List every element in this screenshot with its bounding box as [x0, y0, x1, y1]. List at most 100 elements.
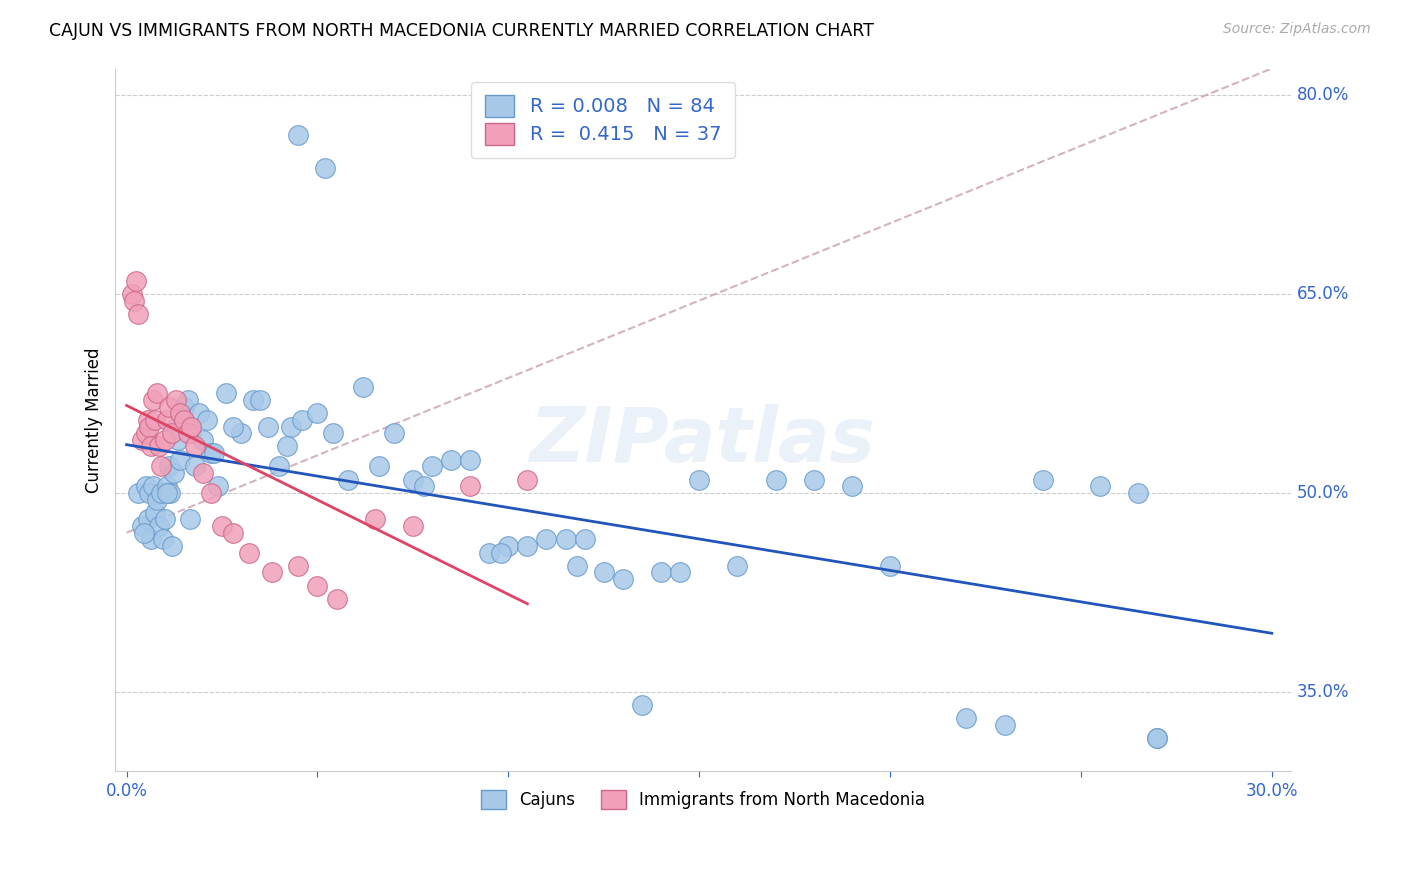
Point: [173, 400, 195, 414]
Point: [256, 419, 278, 434]
Point: [169, 406, 191, 420]
Point: [143, 506, 166, 520]
Point: [191, 466, 214, 480]
Point: [322, 426, 344, 441]
Point: [162, 539, 184, 553]
Point: [229, 426, 252, 441]
Point: [157, 459, 180, 474]
Point: [188, 406, 211, 420]
Point: [222, 525, 245, 540]
Point: [180, 426, 202, 441]
Point: [153, 512, 176, 526]
Point: [207, 479, 229, 493]
Point: [688, 473, 710, 487]
Point: [269, 459, 291, 474]
Point: [215, 386, 238, 401]
Point: [307, 579, 329, 593]
Point: [516, 539, 538, 553]
Point: [260, 566, 283, 580]
Point: [565, 558, 588, 573]
Point: [352, 380, 374, 394]
Point: [136, 512, 159, 526]
Text: CAJUN VS IMMIGRANTS FROM NORTH MACEDONIA CURRENTLY MARRIED CORRELATION CHART: CAJUN VS IMMIGRANTS FROM NORTH MACEDONIA…: [49, 22, 875, 40]
Point: [314, 161, 336, 175]
Point: [165, 392, 187, 407]
Point: [841, 479, 863, 493]
Point: [211, 519, 233, 533]
Point: [325, 592, 347, 607]
Point: [287, 558, 309, 573]
Point: [163, 466, 186, 480]
Point: [121, 287, 143, 301]
Point: [156, 479, 179, 493]
Point: [191, 433, 214, 447]
Point: [440, 452, 463, 467]
Point: [176, 426, 198, 441]
Point: [165, 419, 187, 434]
Point: [765, 473, 787, 487]
Point: [536, 533, 558, 547]
Point: [413, 479, 436, 493]
Point: [382, 426, 405, 441]
Point: [135, 426, 157, 441]
Point: [146, 492, 169, 507]
Point: [337, 473, 360, 487]
Point: [238, 545, 260, 559]
Point: [157, 400, 180, 414]
Point: [125, 274, 148, 288]
Point: [179, 512, 201, 526]
Point: [156, 486, 179, 500]
Point: [141, 533, 163, 547]
Point: [287, 128, 309, 142]
Point: [1088, 479, 1111, 493]
Point: [420, 459, 443, 474]
Point: [184, 459, 207, 474]
Point: [669, 566, 692, 580]
Point: [202, 446, 225, 460]
Point: [498, 539, 520, 553]
Point: [135, 479, 157, 493]
Point: [122, 293, 145, 308]
Point: [153, 433, 176, 447]
Point: [280, 419, 302, 434]
Point: [307, 406, 329, 420]
Text: 35.0%: 35.0%: [1296, 682, 1350, 701]
Point: [138, 419, 160, 434]
Point: [159, 486, 181, 500]
Point: [131, 519, 153, 533]
Point: [141, 440, 163, 454]
Point: [291, 413, 314, 427]
Point: [650, 566, 672, 580]
Text: ZIPatlas: ZIPatlas: [530, 404, 876, 478]
Point: [149, 459, 172, 474]
Point: [142, 479, 165, 493]
Point: [1032, 473, 1054, 487]
Legend: Cajuns, Immigrants from North Macedonia: Cajuns, Immigrants from North Macedonia: [474, 784, 932, 816]
Point: [195, 413, 218, 427]
Point: [574, 533, 596, 547]
Point: [148, 440, 170, 454]
Point: [127, 486, 149, 500]
Point: [148, 519, 170, 533]
Point: [516, 473, 538, 487]
Point: [402, 519, 425, 533]
Point: [402, 473, 425, 487]
Point: [176, 392, 198, 407]
Point: [612, 572, 634, 586]
Point: [592, 566, 614, 580]
Point: [146, 386, 169, 401]
Point: [478, 545, 501, 559]
Point: [143, 413, 166, 427]
Point: [222, 419, 245, 434]
Point: [1146, 731, 1168, 746]
Point: [136, 413, 159, 427]
Text: 65.0%: 65.0%: [1296, 285, 1350, 303]
Point: [993, 718, 1015, 732]
Point: [200, 446, 222, 460]
Point: [458, 479, 481, 493]
Point: [879, 558, 901, 573]
Point: [131, 433, 153, 447]
Point: [200, 486, 222, 500]
Point: [631, 698, 654, 712]
Point: [184, 440, 207, 454]
